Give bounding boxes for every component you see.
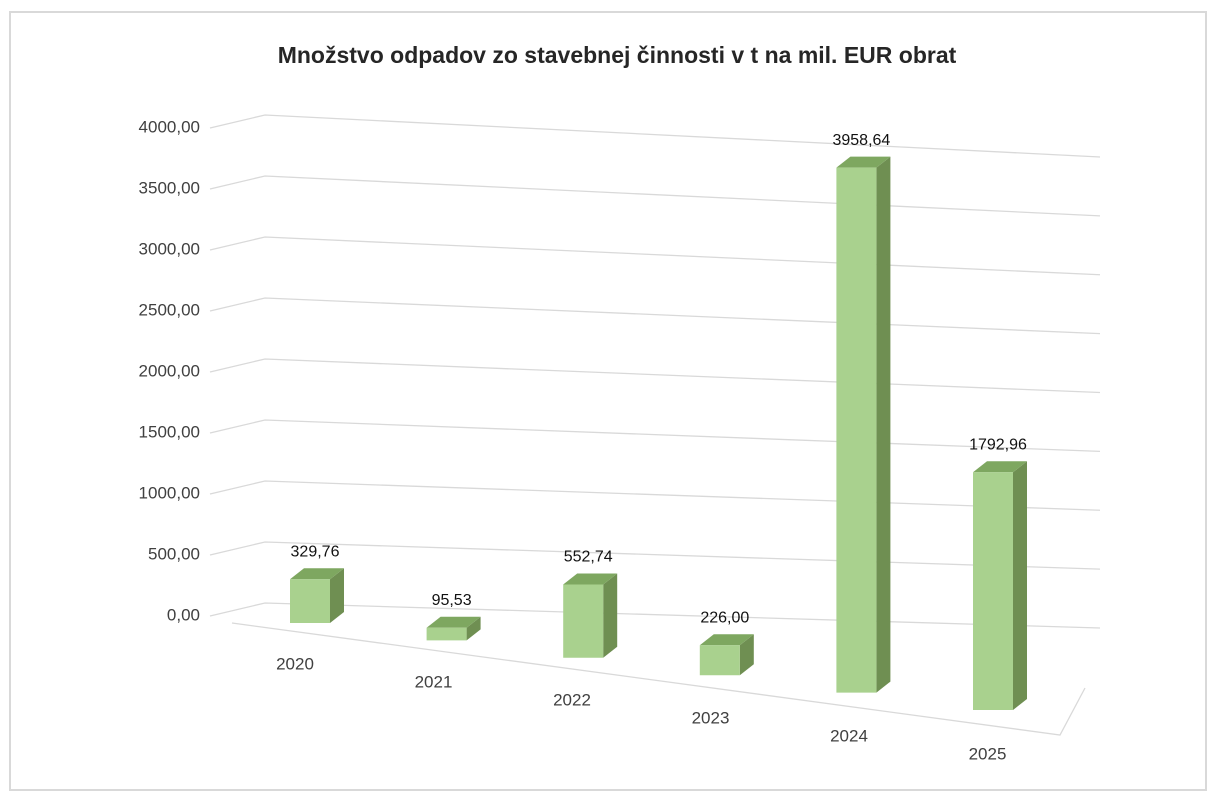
x-tick-label: 2025 (969, 744, 1007, 763)
x-tick-label: 2021 (415, 672, 453, 691)
bar-top (973, 461, 1027, 473)
value-label: 3958,64 (832, 132, 890, 149)
y-tick-label: 2500,00 (139, 300, 200, 319)
y-tick-label: 0,00 (167, 605, 200, 624)
bar-top (563, 573, 618, 585)
value-label: 226,00 (700, 609, 749, 626)
y-tick-label: 500,00 (148, 544, 200, 563)
bar-side (739, 634, 754, 676)
bar-front (973, 472, 1013, 710)
bar-front (426, 627, 467, 641)
bar (290, 568, 344, 623)
bar-side (876, 156, 891, 693)
bar (563, 573, 618, 658)
floor-edge (231, 622, 1086, 736)
bar-side (466, 616, 481, 641)
bar-side (603, 573, 618, 658)
x-tick-label: 2024 (830, 726, 868, 745)
bar (973, 461, 1027, 710)
bar (836, 156, 891, 693)
grid-line (209, 297, 1101, 335)
bar-front (563, 584, 604, 658)
grid-line (209, 236, 1101, 276)
grid-line (209, 419, 1101, 453)
bar-top (836, 156, 891, 168)
grid-line (209, 114, 1101, 158)
value-label: 95,53 (432, 592, 472, 609)
bar-side (330, 568, 344, 623)
chart-title: Množstvo odpadov zo stavebnej činnosti v… (278, 42, 957, 68)
grid-line (209, 541, 1101, 570)
value-label: 1792,96 (969, 436, 1027, 453)
y-tick-label: 2000,00 (139, 361, 200, 380)
x-tick-label: 2023 (692, 708, 730, 727)
bar-front (290, 579, 330, 623)
y-tick-label: 1500,00 (139, 422, 200, 441)
value-label: 329,76 (291, 543, 340, 560)
bar-front (836, 167, 877, 693)
grid-line (209, 175, 1101, 217)
y-tick-label: 1000,00 (139, 483, 200, 502)
y-tick-label: 3000,00 (139, 239, 200, 258)
x-tick-label: 2022 (553, 690, 591, 709)
bar (426, 616, 481, 641)
grid-line (209, 480, 1101, 511)
y-tick-label: 4000,00 (139, 117, 200, 136)
bar-top (290, 568, 344, 580)
bar (699, 634, 754, 676)
bar-front (699, 645, 740, 676)
x-tick-label: 2020 (276, 654, 314, 673)
bar-top (426, 616, 481, 628)
grid-line (209, 602, 1101, 629)
value-label: 552,74 (564, 549, 613, 566)
bar-side (1013, 461, 1027, 710)
grid-line (209, 358, 1101, 394)
bar-top (699, 634, 754, 646)
y-tick-label: 3500,00 (139, 178, 200, 197)
